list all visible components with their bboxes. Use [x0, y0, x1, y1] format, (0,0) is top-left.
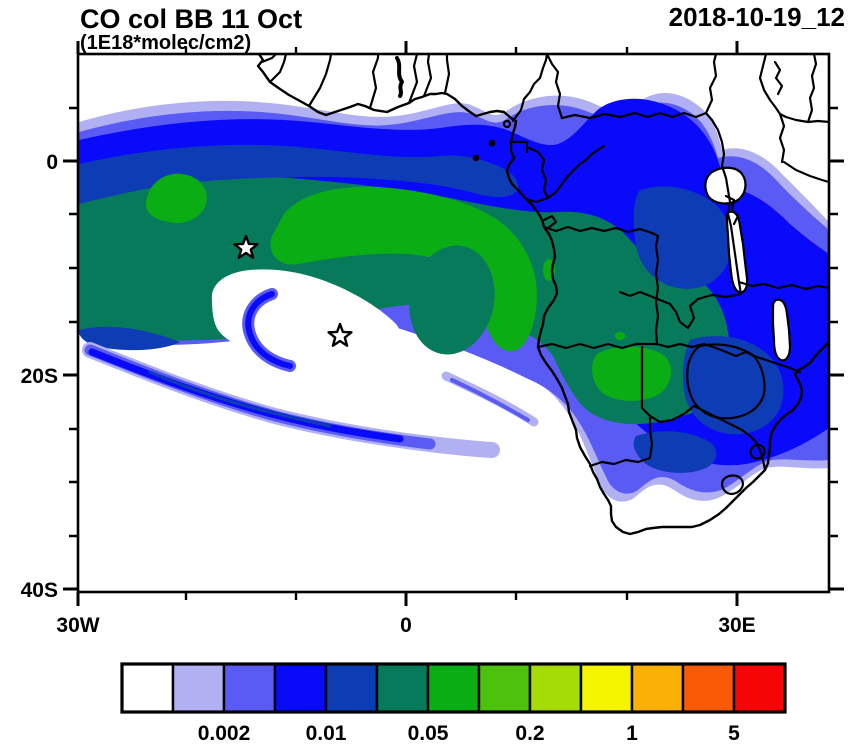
cb-label-001: 0.01	[306, 722, 347, 745]
colorbar-tick-labels: 0.002 0.01 0.05 0.2 1 5	[198, 722, 740, 745]
colorbar-cell-2	[222, 662, 277, 714]
axis-labels: 0 20S 40S 30W 0 30E	[21, 151, 756, 637]
colorbar-cell-12	[732, 662, 787, 714]
colorbar-cell-10	[630, 662, 685, 714]
green-main-arc	[270, 186, 537, 352]
navy-southafrica-patch	[633, 431, 717, 473]
border-sudan-vertical	[704, 55, 718, 115]
clear-eye-region	[211, 269, 400, 355]
xtick-0: 0	[400, 614, 412, 637]
colorbar-cell-6	[426, 662, 481, 714]
border-liberia-civ	[307, 55, 332, 108]
cb-label-5: 5	[728, 722, 740, 745]
border-namibia-botswana	[640, 345, 696, 424]
border-kenya-tanzania	[782, 160, 828, 183]
minor-ticks	[69, 47, 838, 600]
navy-north-band	[79, 144, 519, 204]
border-rwanda-burundi	[724, 194, 740, 226]
border-eqguinea-gabon	[509, 140, 529, 154]
border-togo-benin	[422, 55, 433, 98]
colorbar-cell-0	[120, 662, 175, 714]
star-marker-ascension	[233, 234, 259, 259]
border-lesotho	[721, 474, 744, 496]
border-civ-ghana	[368, 55, 380, 110]
river-nile-squiggle	[773, 60, 784, 96]
border-tanzania-south	[737, 280, 828, 291]
page-title: CO col BB 11 Oct	[80, 4, 302, 34]
navy-west-rim	[79, 326, 180, 351]
arm-blue	[88, 348, 404, 443]
eye-hook-core	[245, 291, 293, 369]
contour-level-6-cores	[146, 173, 671, 401]
border-drc-east	[704, 111, 743, 296]
filament-blueviolet	[450, 378, 530, 422]
border-congo-drc	[546, 144, 606, 200]
lake-volta	[395, 56, 404, 98]
island-principe	[488, 139, 496, 147]
colorbar-outline	[120, 662, 787, 714]
border-nigeria-cameroon	[511, 55, 548, 123]
spiral-arm	[82, 288, 539, 458]
border-zambezi-mozambique	[752, 354, 802, 374]
green-botswana-patch	[592, 346, 671, 401]
ytick-20s: 20S	[21, 365, 58, 388]
xtick-30w: 30W	[56, 614, 99, 637]
border-sl-guinea	[260, 55, 277, 64]
border-benin-nigeria	[443, 55, 451, 95]
border-gabon-congo	[524, 145, 550, 204]
border-southafrica-limpopo	[692, 404, 767, 472]
axis-ticks	[63, 41, 844, 606]
border-drc-zambia	[618, 290, 743, 330]
colorbar-cell-3	[273, 662, 328, 714]
colorbar-cell-9	[579, 662, 634, 714]
colorbar-cell-1	[171, 662, 226, 714]
contour-level-5	[79, 175, 732, 425]
arm-navy	[148, 370, 332, 428]
ytick-0: 0	[46, 151, 58, 174]
island-saotome	[472, 154, 480, 162]
cb-label-02: 0.2	[515, 722, 544, 745]
border-ethiopia-kenya	[806, 55, 818, 124]
cb-label-1: 1	[626, 722, 638, 745]
colorbar-cell-11	[681, 662, 736, 714]
timestamp-label: 2018-10-19_12	[669, 2, 845, 32]
border-eswatini	[749, 443, 766, 460]
green-zambia-spot	[615, 332, 625, 340]
teal-hole-in-green-arc	[409, 245, 495, 355]
lake-malawi	[771, 298, 792, 362]
border-uganda-kenya	[778, 112, 786, 164]
station-markers	[233, 234, 353, 347]
cb-label-005: 0.05	[408, 722, 449, 745]
green-west-patch	[146, 173, 207, 224]
colorbar-cell-7	[477, 662, 532, 714]
border-sl-liberia	[268, 55, 287, 84]
contour-field	[79, 55, 828, 536]
colorbar-cell-4	[324, 662, 379, 714]
lake-victoria	[704, 166, 747, 205]
africa-coastline	[256, 55, 828, 536]
colorbar-cells	[120, 662, 787, 714]
border-angola-namibia-caprivi	[536, 342, 756, 358]
border-cabinda	[542, 214, 558, 230]
border-cameroon-car	[546, 55, 564, 120]
border-car-drc	[560, 111, 708, 120]
border-angola-drc	[542, 225, 660, 238]
ytick-40s: 40S	[21, 579, 58, 602]
star-marker-sthelena	[327, 322, 353, 347]
country-borders	[260, 55, 828, 496]
island-bioko	[502, 119, 512, 129]
xtick-30e: 30E	[718, 614, 755, 637]
border-ghana-togo	[407, 55, 419, 105]
border-angola-zambia	[654, 234, 660, 346]
border-namibia-southafrica	[588, 414, 654, 468]
colorbar: 0.002 0.01 0.05 0.2 1 5	[120, 662, 787, 745]
colorbar-cell-5	[375, 662, 430, 714]
cb-label-0002: 0.002	[198, 722, 251, 745]
major-ticks	[63, 41, 844, 606]
colorbar-cell-8	[528, 662, 583, 714]
units-subtitle: (1E18*molec/cm2)	[80, 32, 251, 54]
border-sudan-ethiopia	[758, 55, 828, 124]
